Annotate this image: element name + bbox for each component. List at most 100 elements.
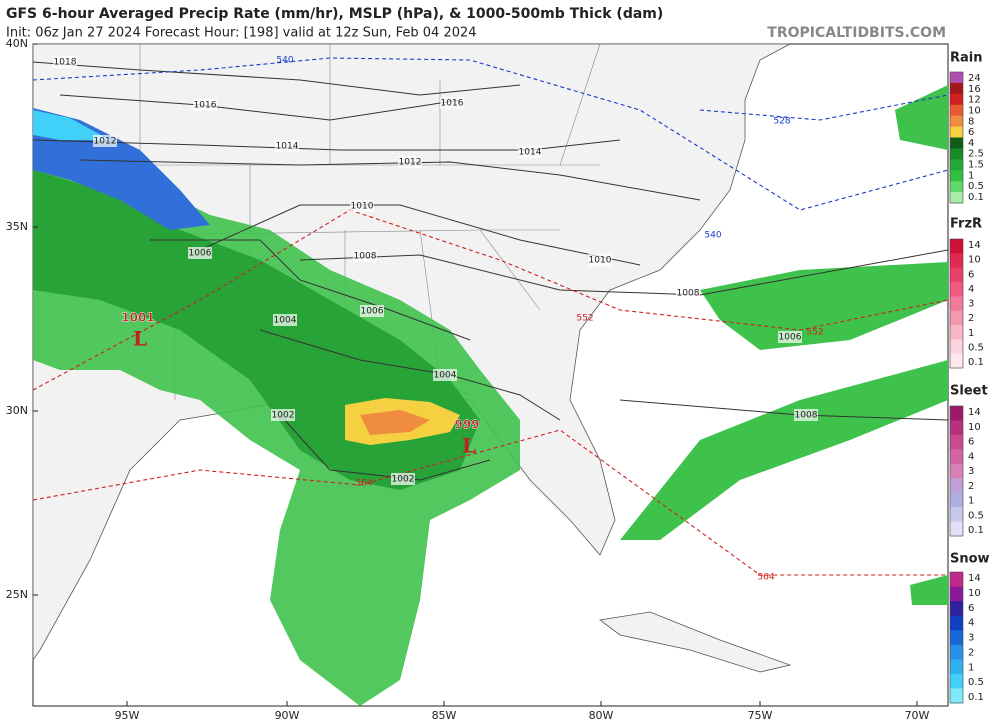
legend-title: Snow (950, 552, 990, 567)
legend-swatch (950, 353, 963, 369)
isobar-label-bg (188, 247, 212, 259)
legend-tick: 3 (968, 466, 974, 477)
legend-tick: 14 (968, 407, 981, 418)
isobar-label: 1006 (189, 249, 212, 259)
legend-swatch (950, 420, 963, 436)
rain-band (895, 85, 948, 150)
lat-label: 30N (6, 404, 28, 417)
legend-tick: 3 (968, 633, 974, 644)
legend-tick: 3 (968, 299, 974, 310)
lon-label: 90W (275, 709, 300, 722)
legend-frame (949, 405, 964, 537)
isobar-label-bg (794, 409, 818, 421)
legend-tick: 1 (968, 662, 974, 673)
legend-tick: 6 (968, 127, 974, 138)
legend-swatch (950, 148, 963, 160)
legend-swatch (950, 615, 963, 631)
lat-label: 40N (6, 37, 28, 50)
low-symbol: L (462, 434, 476, 458)
legend-tick: 0.5 (968, 510, 984, 521)
isobar-label: 1004 (274, 316, 297, 326)
rain-band (910, 575, 948, 605)
legend-title: Rain (950, 51, 983, 66)
isobar-label-bg (350, 200, 374, 212)
thickness-label: 552 (806, 328, 823, 338)
isobar-label-bg (53, 56, 77, 68)
legend-swatch (950, 310, 963, 326)
legend-swatch (950, 137, 963, 149)
isobar-label-bg (360, 305, 384, 317)
legend-frame (949, 71, 964, 204)
isobar-label-bg (391, 473, 415, 485)
site-name: TROPICALTIDBITS.COM (767, 25, 946, 41)
legend-swatch (950, 192, 963, 204)
thickness-label: 540 (704, 231, 721, 241)
isobar-label-bg (273, 314, 297, 326)
lon-label: 85W (432, 709, 457, 722)
legend-tick: 1 (968, 170, 974, 181)
legend-tick: 1.5 (968, 160, 984, 171)
legend-tick: 10 (968, 422, 981, 433)
legend-tick: 16 (968, 84, 981, 95)
legend-swatch (950, 82, 963, 95)
legend-tick: 4 (968, 138, 974, 149)
isobar-label: 1008 (795, 411, 818, 421)
legend-tick: 4 (968, 451, 974, 462)
legend-tick: 2.5 (968, 149, 984, 160)
isobar-label: 1014 (519, 148, 542, 158)
low-pressure: 999 (454, 418, 479, 432)
lon-label: 80W (589, 709, 614, 722)
legend-tick: 14 (968, 240, 981, 251)
isobar-label-bg (588, 254, 612, 266)
map-subtitle: Init: 06z Jan 27 2024 Forecast Hour: [19… (6, 26, 477, 41)
legend-tick: 1 (968, 496, 974, 507)
thickness-label: 528 (773, 117, 790, 127)
isobar-label: 1012 (94, 137, 117, 147)
legend-swatch (950, 282, 963, 297)
legend-tick: 4 (968, 618, 974, 629)
thickness-label: 552 (576, 314, 593, 324)
legend-swatch (950, 478, 963, 494)
isobar-label: 1002 (392, 475, 415, 485)
legend-swatch (950, 601, 963, 617)
legend-swatch (950, 253, 963, 269)
isobar-label: 1016 (441, 99, 464, 109)
isobar-label: 1006 (361, 307, 384, 317)
legend-swatch (950, 267, 963, 283)
legend-tick: 24 (968, 73, 981, 84)
legend-swatch (950, 449, 963, 465)
isobar-label-bg (433, 369, 457, 381)
snow-area-light (33, 110, 110, 140)
legend-tick: 0.1 (968, 192, 984, 203)
legend-frame (949, 238, 964, 369)
isobar-label: 1010 (351, 202, 374, 212)
legend-tick: 12 (968, 95, 981, 106)
legend-swatch (950, 325, 963, 340)
legend-swatch (950, 644, 963, 660)
map-title: GFS 6-hour Averaged Precip Rate (mm/hr),… (6, 6, 663, 22)
legend-swatch (950, 296, 963, 312)
legend-swatch (950, 521, 963, 537)
isobar-label: 1004 (434, 371, 457, 381)
rain-band (620, 360, 948, 540)
low-symbol: L (133, 327, 147, 351)
legend-tick: 6 (968, 603, 974, 614)
isobar-label-bg (275, 140, 299, 152)
legend-swatch (950, 630, 963, 646)
legend-frame (949, 571, 964, 704)
isobar-label-bg (398, 156, 422, 168)
lat-label: 35N (6, 220, 28, 233)
legend-title: Sleet (950, 384, 988, 399)
legend-swatch (950, 463, 963, 479)
legend-tick: 0.1 (968, 357, 984, 368)
legend-tick: 0.5 (968, 181, 984, 192)
legend-tick: 8 (968, 116, 974, 127)
thickness-label: 564 (355, 479, 372, 489)
lat-label: 25N (6, 588, 28, 601)
isobar-label-bg (676, 287, 700, 299)
isobar-label-bg (518, 146, 542, 158)
isobar-label: 1006 (779, 333, 802, 343)
legend-swatch (950, 492, 963, 508)
legend-tick: 10 (968, 105, 981, 116)
